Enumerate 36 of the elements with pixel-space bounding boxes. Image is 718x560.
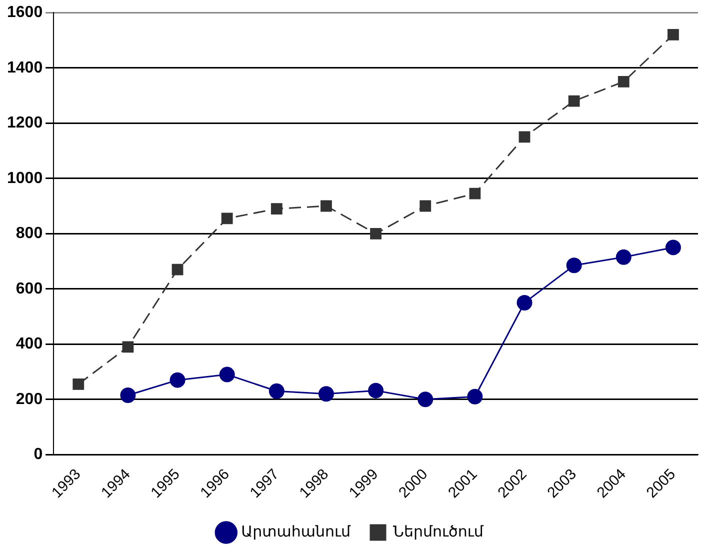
y-tick-label: 0 [34, 446, 43, 464]
point [221, 212, 233, 224]
point [170, 372, 186, 388]
point [616, 249, 632, 265]
point [219, 366, 235, 382]
legend-label: Արտահանում [241, 522, 352, 540]
point [318, 386, 334, 402]
point [268, 383, 284, 399]
y-tick-label: 800 [16, 225, 43, 242]
y-tick-label: 200 [16, 390, 43, 408]
point [566, 258, 582, 274]
legend-label: Ներմուծում [393, 522, 484, 540]
point [668, 29, 679, 40]
point [120, 388, 136, 404]
point [568, 95, 580, 107]
y-tick-label: 1600 [7, 4, 43, 22]
point [516, 294, 532, 310]
y-tick-label: 1400 [7, 59, 43, 76]
y-tick-label: 1000 [7, 170, 43, 187]
point [122, 341, 134, 353]
point [518, 131, 530, 143]
y-tick-label: 400 [16, 336, 43, 353]
point [270, 203, 282, 214]
point [618, 76, 630, 88]
point [72, 378, 84, 390]
point [370, 228, 382, 240]
point [665, 240, 681, 256]
y-tick-label: 1200 [7, 114, 43, 132]
point [469, 188, 481, 200]
point [467, 388, 483, 404]
point [320, 200, 332, 212]
y-tick-label: 600 [16, 280, 43, 298]
point [368, 382, 384, 398]
point [418, 392, 434, 408]
point [420, 200, 432, 212]
point [172, 264, 184, 276]
